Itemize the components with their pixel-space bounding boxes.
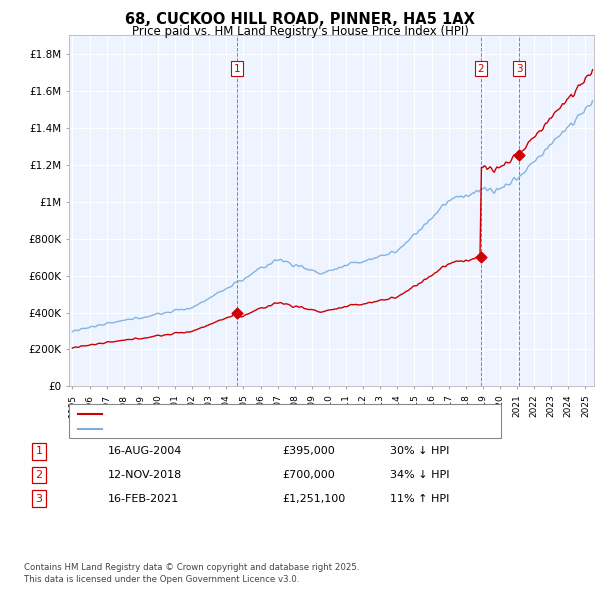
Text: 3: 3: [516, 64, 523, 74]
Point: [232, 309, 242, 318]
Text: £700,000: £700,000: [282, 470, 335, 480]
Text: 30% ↓ HPI: 30% ↓ HPI: [390, 447, 449, 456]
Text: £1,251,100: £1,251,100: [282, 494, 345, 503]
Point: [476, 253, 485, 262]
Text: 3: 3: [35, 494, 43, 503]
Text: 11% ↑ HPI: 11% ↑ HPI: [390, 494, 449, 503]
Text: 16-AUG-2004: 16-AUG-2004: [108, 447, 182, 456]
Text: 2: 2: [478, 64, 484, 74]
Text: 68, CUCKOO HILL ROAD, PINNER, HA5 1AX (detached house): 68, CUCKOO HILL ROAD, PINNER, HA5 1AX (d…: [105, 409, 408, 419]
Text: Contains HM Land Registry data © Crown copyright and database right 2025.
This d: Contains HM Land Registry data © Crown c…: [24, 563, 359, 584]
Text: £395,000: £395,000: [282, 447, 335, 456]
Text: 16-FEB-2021: 16-FEB-2021: [108, 494, 179, 503]
Text: 68, CUCKOO HILL ROAD, PINNER, HA5 1AX: 68, CUCKOO HILL ROAD, PINNER, HA5 1AX: [125, 12, 475, 27]
Text: 34% ↓ HPI: 34% ↓ HPI: [390, 470, 449, 480]
Text: Price paid vs. HM Land Registry's House Price Index (HPI): Price paid vs. HM Land Registry's House …: [131, 25, 469, 38]
Text: 12-NOV-2018: 12-NOV-2018: [108, 470, 182, 480]
Text: 1: 1: [233, 64, 240, 74]
Point: [514, 150, 524, 160]
Text: 2: 2: [35, 470, 43, 480]
Text: 1: 1: [35, 447, 43, 456]
Text: HPI: Average price, detached house, Harrow: HPI: Average price, detached house, Harr…: [105, 424, 325, 434]
